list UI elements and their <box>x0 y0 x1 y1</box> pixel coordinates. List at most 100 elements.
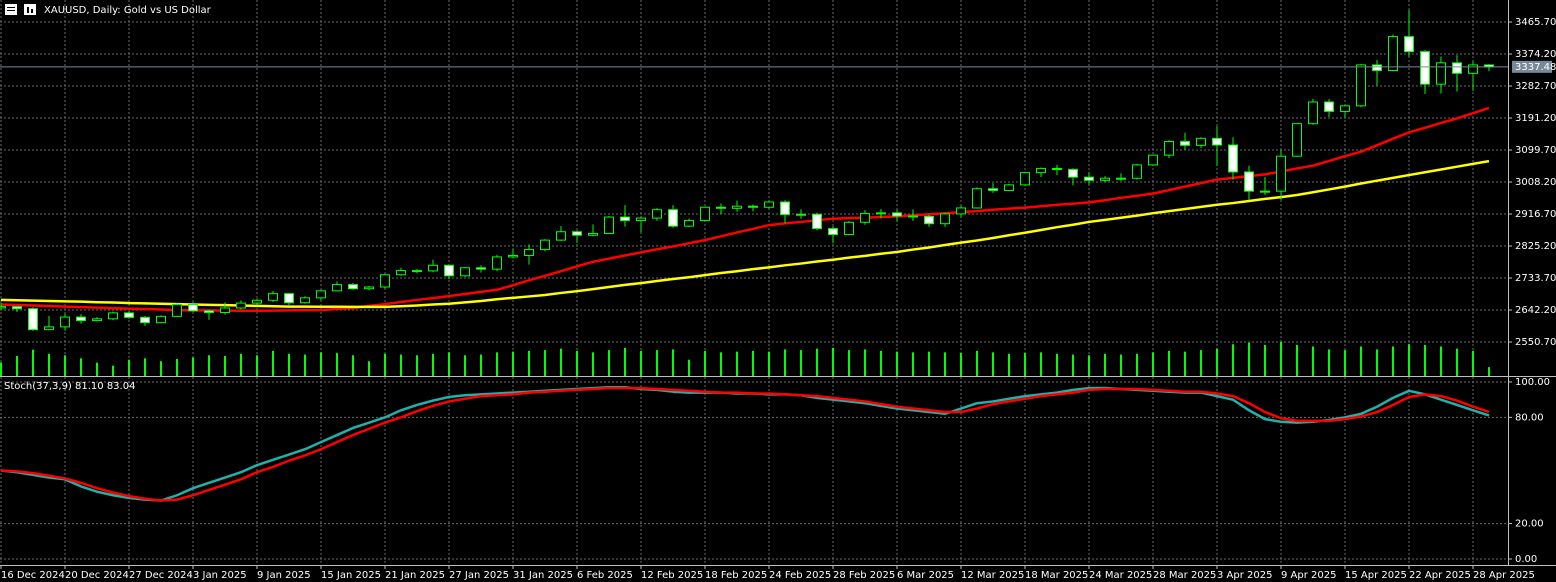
candle-body <box>844 221 854 236</box>
candle-body <box>716 206 726 209</box>
volume-bar <box>288 353 290 376</box>
candle-body <box>1020 172 1030 186</box>
volume-bar <box>944 352 946 376</box>
y-tick-label: 2916.70 <box>1515 209 1556 220</box>
volume-bar <box>896 351 898 376</box>
volume-bar <box>1248 342 1250 376</box>
volume-bar <box>784 349 786 376</box>
volume-bar <box>416 355 418 376</box>
candle-body <box>172 303 182 317</box>
menu-icon[interactable] <box>5 4 17 15</box>
candle-body <box>524 249 534 257</box>
candle-body <box>252 299 262 304</box>
candle-body <box>380 274 390 288</box>
candle-body <box>924 215 934 225</box>
volume-bar <box>464 355 466 376</box>
candle-body <box>1212 137 1222 146</box>
volume-bar <box>752 350 754 376</box>
candle-body <box>892 212 902 217</box>
volume-bar <box>1184 351 1186 376</box>
candle-body <box>1356 64 1366 107</box>
candle-body <box>396 270 406 276</box>
volume-bar <box>256 355 258 376</box>
volume-bar <box>352 355 354 376</box>
volume-bar <box>912 352 914 376</box>
candle-body <box>1308 101 1318 125</box>
volume-bar <box>208 355 210 376</box>
x-tick-label: 6 Mar 2025 <box>897 570 954 581</box>
volume-bar <box>144 358 146 376</box>
candle-body <box>1372 64 1382 72</box>
candle-body <box>492 256 502 270</box>
candle-body <box>204 310 214 314</box>
candle-body <box>540 239 550 251</box>
volume-bar <box>656 350 658 376</box>
candle-body <box>1132 164 1142 179</box>
last-price-label: 3337.48 <box>1515 62 1556 73</box>
volume-bar <box>512 351 514 376</box>
volume-bar <box>272 350 274 376</box>
candle-body <box>92 318 102 322</box>
volume-bar <box>1008 353 1010 376</box>
volume-bar <box>1488 367 1490 376</box>
volume-bar <box>864 349 866 376</box>
volume-bar <box>1104 353 1106 376</box>
volume-bar <box>704 350 706 376</box>
volume-bar <box>112 365 114 376</box>
candle-body <box>604 216 614 234</box>
chart-icon[interactable] <box>24 4 36 15</box>
y-tick-label: 3374.20 <box>1515 49 1556 60</box>
candle-body <box>1244 171 1254 192</box>
volume-bar <box>1072 354 1074 376</box>
candle-body <box>220 307 230 314</box>
indicator-line <box>0 106 1490 313</box>
candle-body <box>1036 167 1046 174</box>
volume-bar <box>1056 353 1058 376</box>
x-tick-label: 21 Jan 2025 <box>385 570 445 581</box>
y-tick-label: 100.00 <box>1515 377 1550 388</box>
volume-bar <box>528 350 530 376</box>
y-tick-label: 2550.70 <box>1515 337 1556 348</box>
volume-bar <box>1232 344 1234 376</box>
x-tick-label: 3 Apr 2025 <box>1217 570 1272 581</box>
volume-bar <box>832 347 834 376</box>
volume-bar <box>192 357 194 376</box>
volume-bar <box>448 352 450 376</box>
volume-bar <box>1040 352 1042 376</box>
volume-bar <box>400 354 402 376</box>
volume-bar <box>0 362 2 376</box>
candle-body <box>780 201 790 216</box>
volume-bar <box>1120 354 1122 376</box>
indicator-line <box>0 159 1490 309</box>
candle-body <box>364 286 374 290</box>
x-tick-label: 31 Jan 2025 <box>513 570 573 581</box>
volume-bar <box>80 358 82 376</box>
candle-body <box>188 303 198 312</box>
volume-bar <box>672 349 674 376</box>
candle-body <box>12 306 22 310</box>
candle-body <box>1052 167 1062 170</box>
volume-bar <box>1344 350 1346 376</box>
grid-layer: 3465.70 3374.20 3282.70 3191.20 3099.70 3008.… <box>0 0 1556 565</box>
y-tick-label: 3465.70 <box>1515 17 1556 28</box>
volume-bar <box>992 352 994 376</box>
candle-body <box>332 284 342 292</box>
candle-body <box>28 308 38 331</box>
x-tick-label: 15 Jan 2025 <box>321 570 381 581</box>
volume-bar <box>480 354 482 376</box>
volume-bar <box>16 356 18 376</box>
candle-body <box>1068 168 1078 178</box>
x-tick-label: 24 Mar 2025 <box>1089 570 1152 581</box>
candle-body <box>764 201 774 208</box>
y-tick-label: 3008.20 <box>1515 177 1556 188</box>
candle-body <box>108 312 118 320</box>
icon-bar <box>27 7 29 13</box>
x-tick-label: 28 Feb 2025 <box>833 570 895 581</box>
candle-body <box>268 293 278 301</box>
candle-body <box>972 188 982 209</box>
x-tick-label: 15 Apr 2025 <box>1345 570 1407 581</box>
volume-bar <box>1360 346 1362 376</box>
volume-bar <box>1168 350 1170 376</box>
